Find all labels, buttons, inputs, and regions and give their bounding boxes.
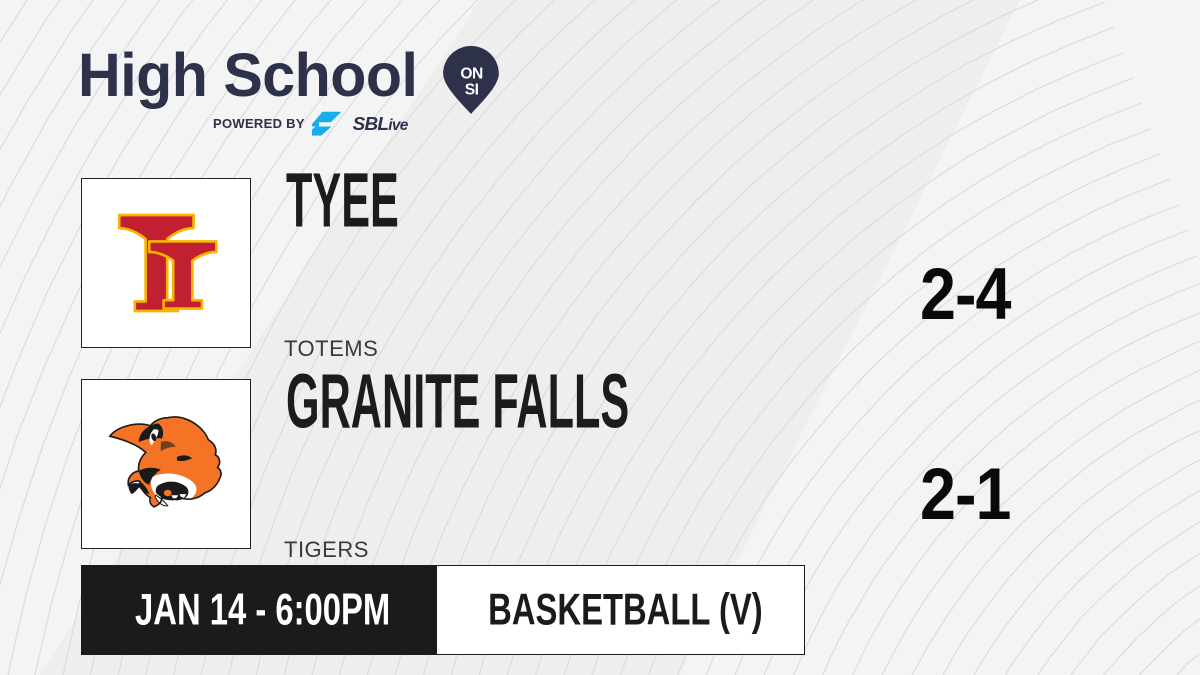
- svg-text:SI: SI: [465, 81, 479, 98]
- svg-text:SBLive: SBLive: [352, 114, 408, 135]
- svg-text:ON: ON: [460, 65, 483, 82]
